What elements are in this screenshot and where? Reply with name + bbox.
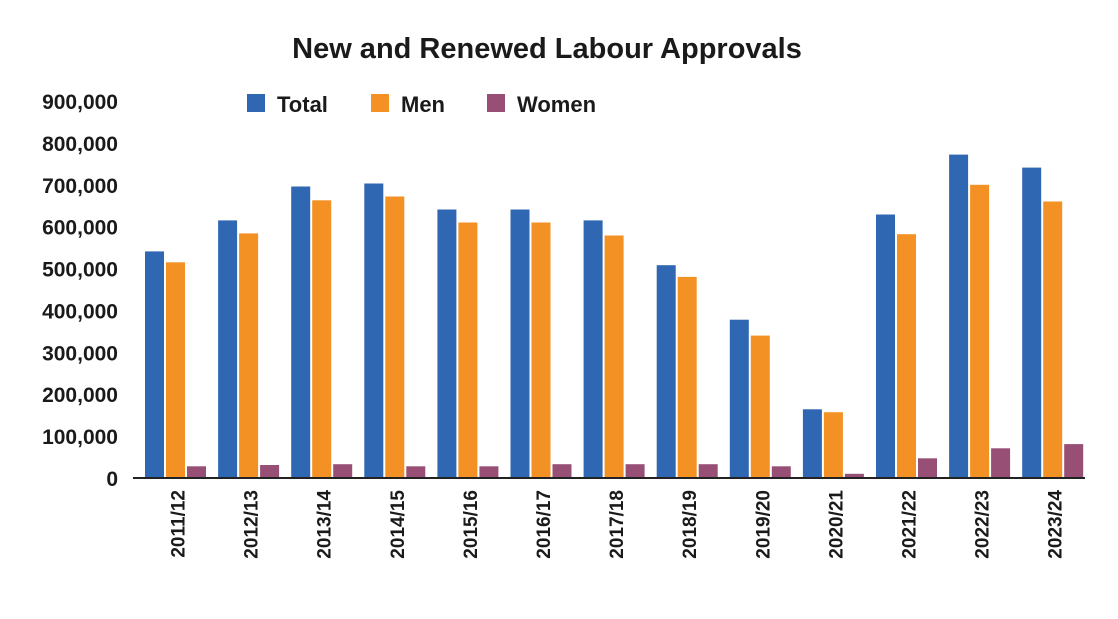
chart-title: New and Renewed Labour Approvals (292, 33, 802, 65)
bar-men-2022-23 (970, 184, 990, 479)
bar-men-2017-18 (604, 235, 624, 478)
bar-women-2014-15 (406, 466, 426, 478)
bar-total-2012-13 (218, 220, 238, 478)
legend: Total Men Women (247, 92, 596, 117)
y-tick-label: 200,000 (42, 384, 118, 407)
bar-total-2021-22 (876, 214, 895, 478)
bar-men-2020-21 (823, 412, 843, 478)
legend-label-men: Men (401, 92, 445, 117)
x-tick-label: 2018/19 (680, 490, 701, 559)
bar-total-2023-24 (1022, 167, 1042, 478)
legend-swatch-women (487, 94, 505, 112)
x-tick-label: 2012/13 (242, 490, 263, 559)
y-tick-label: 600,000 (42, 217, 118, 240)
x-tick-label: 2015/16 (461, 490, 482, 559)
y-tick-label: 500,000 (42, 259, 118, 282)
x-tick-label: 2014/15 (388, 490, 409, 559)
y-tick-label: 700,000 (42, 175, 118, 198)
bar-total-2013-14 (291, 186, 311, 478)
x-axis: 2011/12 2012/13 2013/14 2014/15 2015/16 2016/… (169, 490, 1067, 559)
bar-men-2023-24 (1043, 201, 1063, 478)
bar-total-2017-18 (583, 220, 603, 478)
x-tick-label: 2013/14 (315, 490, 336, 559)
bar-total-2016-17 (510, 209, 530, 478)
y-tick-label: 800,000 (42, 133, 118, 156)
bar-total-2011-12 (145, 251, 164, 478)
legend-swatch-men (371, 94, 389, 112)
bar-women-2017-18 (625, 464, 645, 478)
bar-total-2014-15 (364, 183, 384, 478)
y-tick-label: 400,000 (42, 300, 118, 323)
bar-women-2015-16 (479, 466, 499, 478)
y-tick-label: 0 (106, 468, 118, 491)
bar-women-2019-20 (771, 466, 791, 478)
x-tick-label: 2019/20 (753, 490, 774, 559)
legend-label-women: Women (517, 92, 596, 117)
bar-women-2020-21 (844, 473, 864, 478)
x-tick-label: 2011/12 (169, 490, 190, 558)
bar-total-2015-16 (437, 209, 457, 478)
x-tick-label: 2020/21 (826, 490, 847, 559)
bar-total-2020-21 (802, 409, 822, 478)
bar-total-2022-23 (949, 154, 969, 478)
bar-men-2011-12 (166, 262, 185, 478)
bar-women-2016-17 (552, 464, 572, 478)
y-tick-label: 900,000 (42, 91, 118, 114)
bar-men-2013-14 (312, 200, 332, 479)
bars (145, 154, 1084, 479)
bar-men-2012-13 (239, 233, 259, 478)
bar-men-2016-17 (531, 222, 551, 478)
bar-women-2013-14 (333, 464, 353, 478)
bar-women-2018-19 (698, 464, 718, 478)
bar-men-2014-15 (385, 196, 405, 478)
bar-women-2023-24 (1064, 444, 1084, 478)
legend-swatch-total (247, 94, 265, 112)
bar-total-2018-19 (656, 265, 676, 478)
bar-women-2012-13 (260, 465, 280, 478)
y-tick-label: 100,000 (42, 426, 118, 449)
bar-women-2022-23 (991, 448, 1011, 478)
x-tick-label: 2023/24 (1046, 490, 1067, 559)
bar-men-2019-20 (750, 335, 770, 478)
x-tick-label: 2021/22 (900, 490, 921, 559)
bar-women-2011-12 (187, 466, 206, 478)
bar-total-2019-20 (729, 319, 749, 478)
bar-men-2018-19 (677, 276, 697, 478)
y-axis: 0 100,000 200,000 300,000 400,000 500,000 600,… (42, 91, 118, 491)
bar-men-2015-16 (458, 222, 478, 478)
bar-women-2021-22 (918, 458, 937, 478)
bar-men-2021-22 (897, 234, 916, 478)
x-tick-label: 2017/18 (607, 490, 628, 559)
legend-label-total: Total (277, 92, 328, 117)
x-tick-label: 2022/23 (973, 490, 994, 559)
x-tick-label: 2016/17 (534, 490, 555, 559)
y-tick-label: 300,000 (42, 342, 118, 365)
